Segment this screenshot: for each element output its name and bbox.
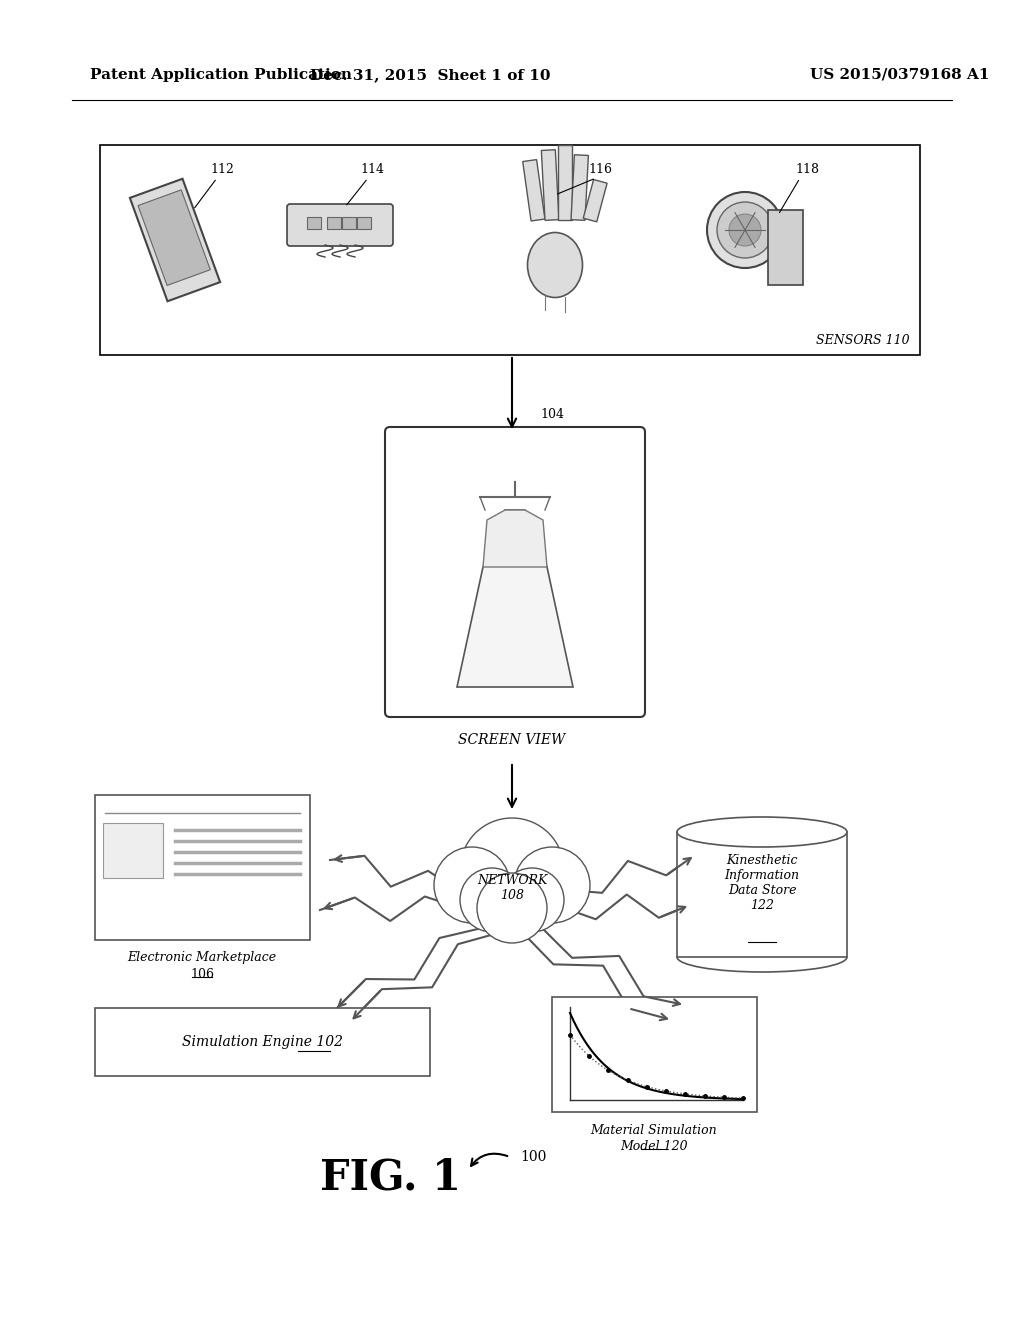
- Text: Patent Application Publication: Patent Application Publication: [90, 69, 352, 82]
- Text: 106: 106: [190, 968, 214, 981]
- Bar: [342, 216, 356, 228]
- Ellipse shape: [527, 232, 583, 297]
- Text: 100: 100: [520, 1150, 547, 1164]
- Circle shape: [460, 818, 564, 921]
- Text: 118: 118: [795, 162, 819, 176]
- Text: Kinesthetic
Information
Data Store
122: Kinesthetic Information Data Store 122: [725, 854, 800, 912]
- Bar: [103, 822, 163, 878]
- Polygon shape: [571, 154, 589, 220]
- Ellipse shape: [677, 817, 847, 847]
- FancyBboxPatch shape: [385, 426, 645, 717]
- Polygon shape: [558, 145, 572, 220]
- Bar: [357, 216, 371, 228]
- Text: Model 120: Model 120: [621, 1139, 688, 1152]
- FancyBboxPatch shape: [95, 1008, 430, 1076]
- Text: Material Simulation: Material Simulation: [591, 1123, 718, 1137]
- Text: Simulation Engine 102: Simulation Engine 102: [181, 1035, 342, 1049]
- Text: NETWORK
108: NETWORK 108: [477, 874, 547, 902]
- Text: 104: 104: [540, 408, 564, 421]
- FancyBboxPatch shape: [100, 145, 920, 355]
- Bar: [307, 216, 321, 228]
- FancyBboxPatch shape: [95, 795, 310, 940]
- Circle shape: [477, 873, 547, 942]
- Circle shape: [460, 869, 524, 932]
- Text: 114: 114: [360, 162, 384, 176]
- Polygon shape: [522, 160, 545, 220]
- Text: SCREEN VIEW: SCREEN VIEW: [459, 733, 565, 747]
- Polygon shape: [483, 510, 547, 568]
- Polygon shape: [130, 178, 220, 301]
- Text: Electronic Marketplace: Electronic Marketplace: [127, 952, 276, 965]
- Circle shape: [514, 847, 590, 923]
- Circle shape: [729, 214, 761, 246]
- Circle shape: [717, 202, 773, 257]
- Polygon shape: [138, 190, 210, 285]
- Polygon shape: [584, 180, 607, 222]
- Text: 112: 112: [210, 162, 233, 176]
- Circle shape: [707, 191, 783, 268]
- Bar: [677, 832, 847, 957]
- Polygon shape: [542, 149, 559, 220]
- Text: Dec. 31, 2015  Sheet 1 of 10: Dec. 31, 2015 Sheet 1 of 10: [309, 69, 550, 82]
- Text: SENSORS 110: SENSORS 110: [816, 334, 910, 347]
- Bar: [768, 210, 803, 285]
- Text: FIG. 1: FIG. 1: [319, 1158, 461, 1199]
- Text: US 2015/0379168 A1: US 2015/0379168 A1: [810, 69, 990, 82]
- Circle shape: [500, 869, 564, 932]
- Circle shape: [434, 847, 510, 923]
- FancyBboxPatch shape: [552, 997, 757, 1111]
- Text: 116: 116: [588, 162, 612, 176]
- Bar: [327, 216, 341, 228]
- Polygon shape: [457, 510, 573, 686]
- FancyBboxPatch shape: [287, 205, 393, 246]
